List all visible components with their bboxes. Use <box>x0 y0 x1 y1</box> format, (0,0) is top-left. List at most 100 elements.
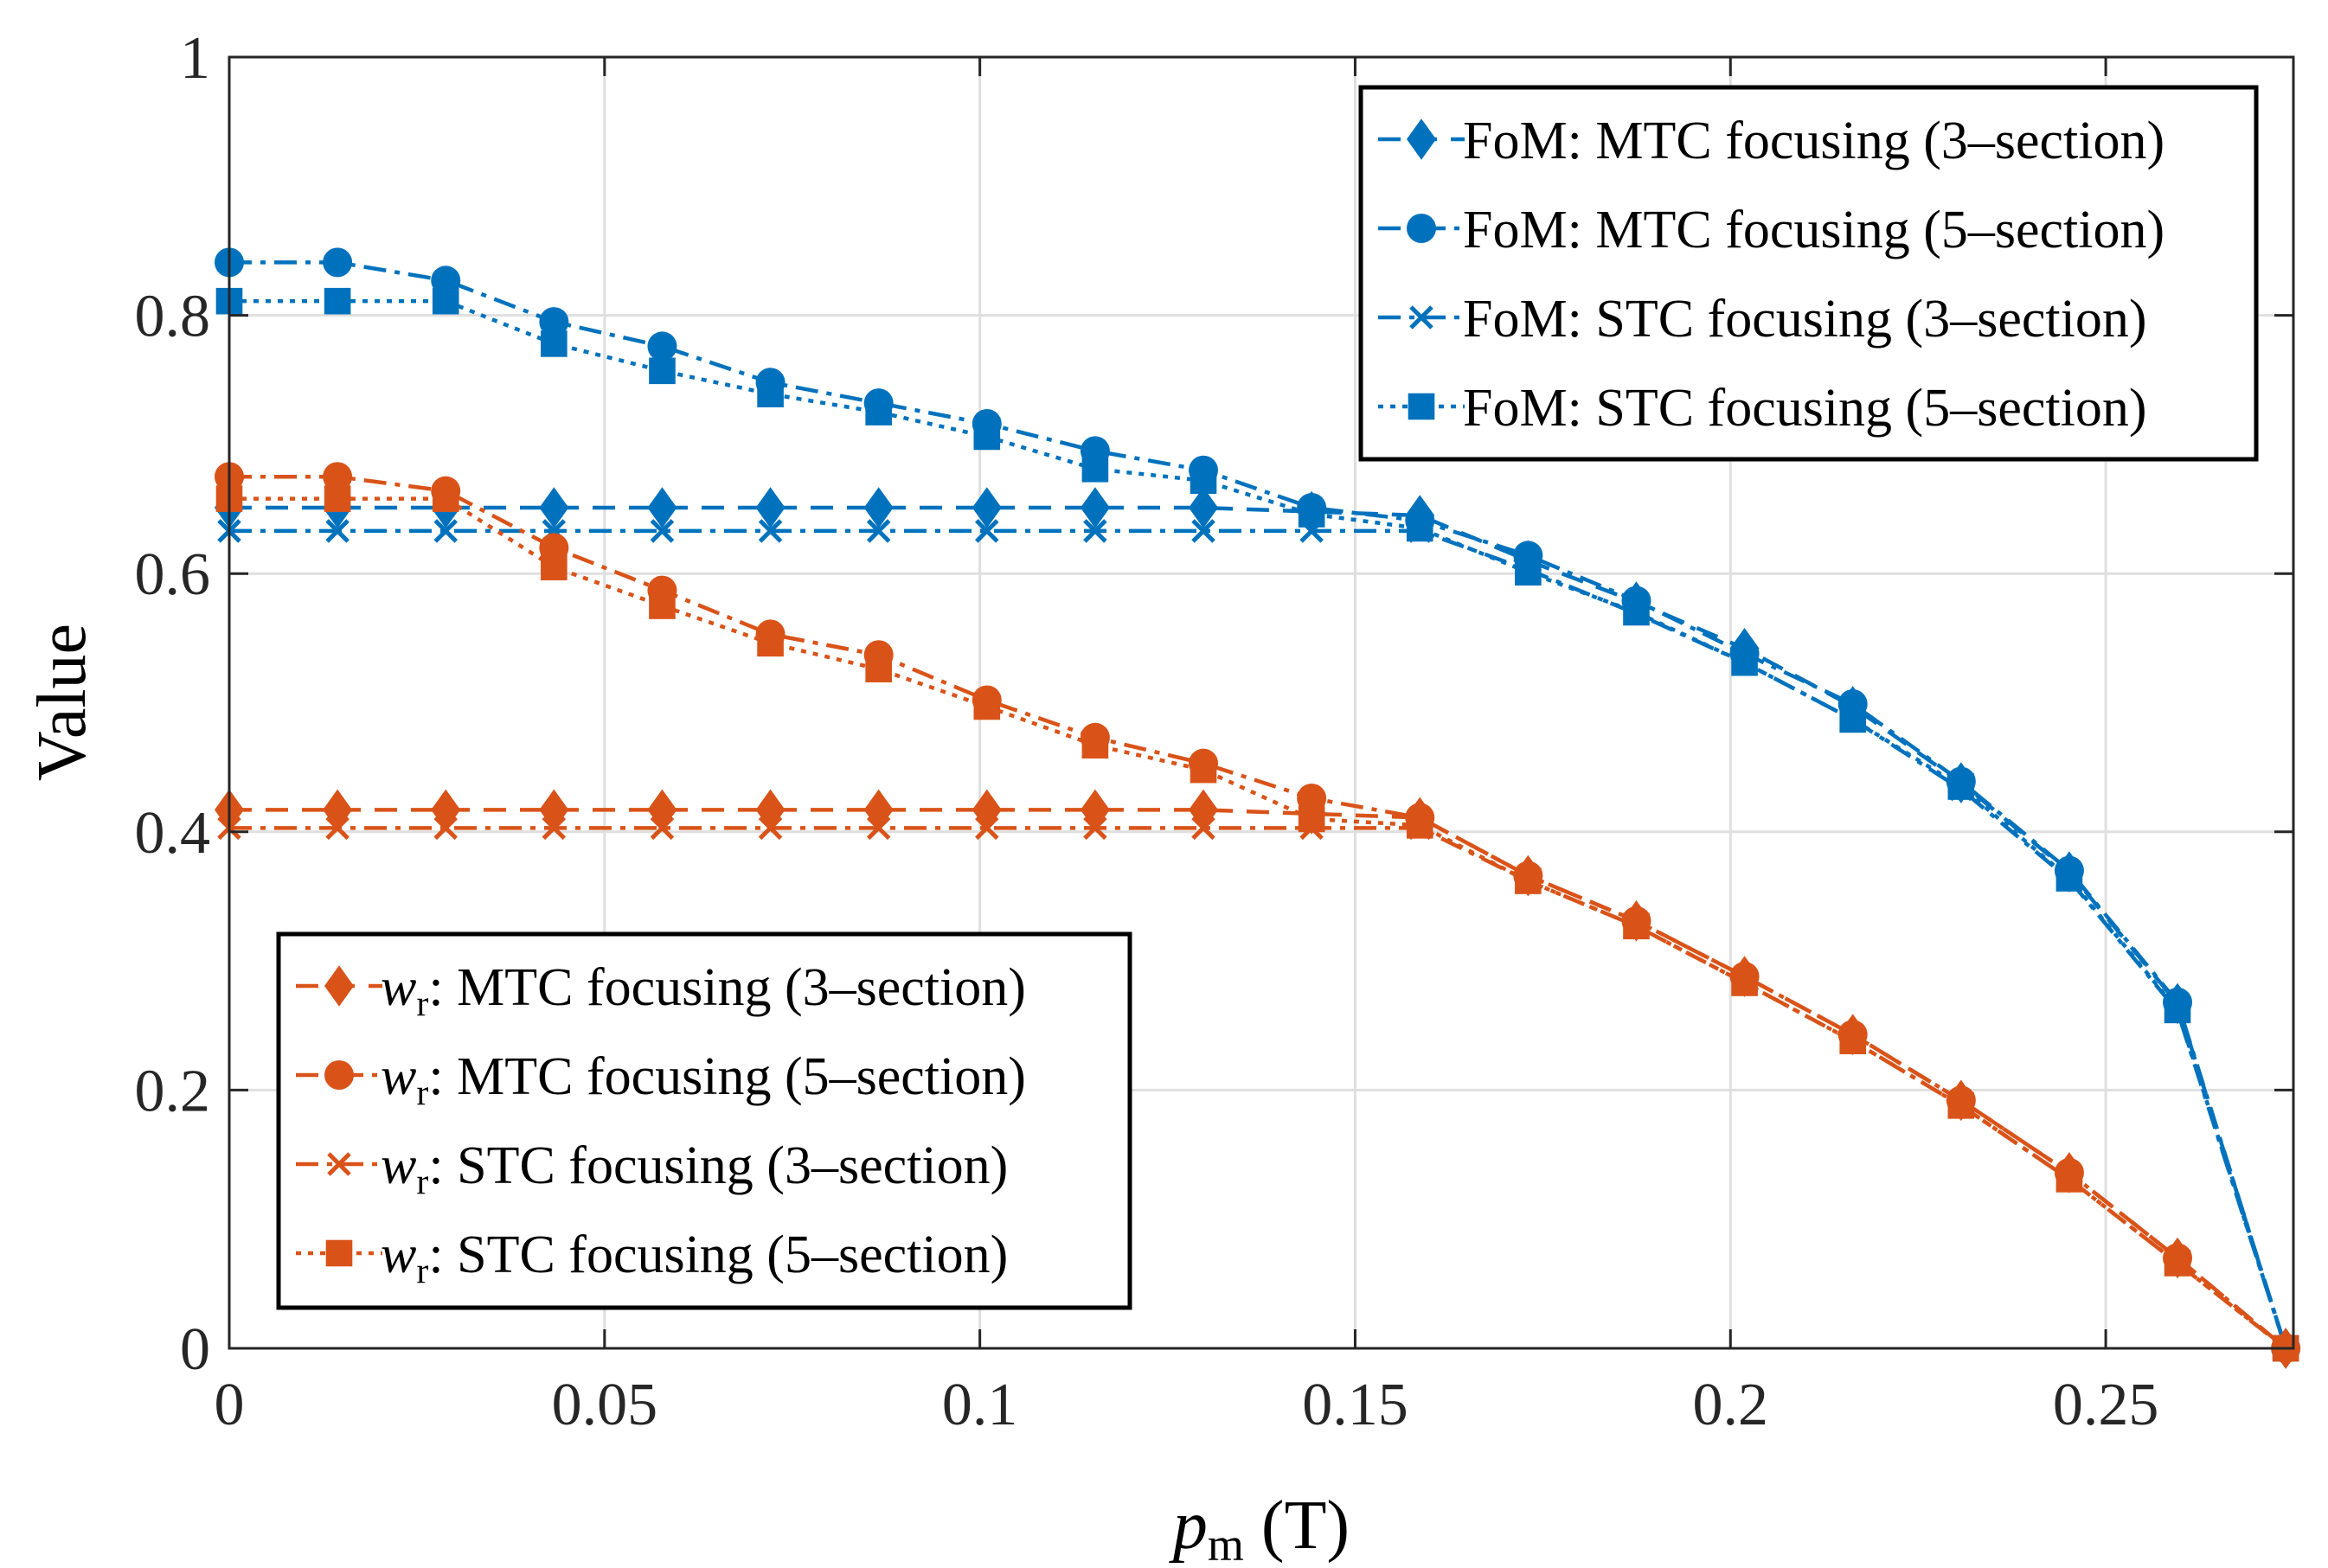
legend-box <box>1358 85 2259 462</box>
data-point-square <box>432 287 459 315</box>
data-point-square <box>2164 1250 2191 1277</box>
legend-item: FoM: MTC focusing (5–section) <box>1378 201 2164 259</box>
data-point-x <box>542 816 567 841</box>
data-point-diamond <box>1189 487 1219 528</box>
legend-label-text: : MTC focusing (5–section) <box>1568 201 2165 259</box>
x-axis-label-var: p <box>1169 1488 1208 1564</box>
data-point-square <box>865 399 892 426</box>
data-point-diamond <box>1189 789 1219 831</box>
data-point-square <box>973 423 1001 451</box>
x-tick-label: 0.05 <box>552 1372 658 1438</box>
data-point-diamond <box>972 789 1002 831</box>
legend-label-prefix: w <box>381 1226 416 1284</box>
data-point-square <box>1515 867 1542 894</box>
legend-label: FoM: STC focusing (5–section) <box>1463 379 2146 438</box>
data-point-square <box>2164 996 2191 1024</box>
y-tick-label: 0.2 <box>135 1058 211 1124</box>
legend-label-sub: r <box>416 984 428 1024</box>
legend-label-sub: r <box>416 1073 428 1113</box>
data-point-x <box>975 816 999 841</box>
legend-item: FoM: MTC focusing (3–section) <box>1378 112 2164 170</box>
legend-label-prefix: w <box>381 958 416 1017</box>
data-point-diamond <box>1080 487 1110 528</box>
data-point-x <box>758 816 783 841</box>
data-point-square <box>757 381 784 407</box>
data-point-square <box>1081 732 1109 759</box>
data-point-square <box>1406 515 1433 542</box>
legend-item: FoM: STC focusing (3–section) <box>1378 290 2146 349</box>
data-point-square <box>1623 598 1650 626</box>
data-point-square <box>432 485 459 512</box>
y-tick-label: 0 <box>180 1316 210 1383</box>
ticks: 0 0.05 0.1 0.15 0.2 0.25 0 0.2 0.4 0.6 0.8 1 <box>135 25 2293 1438</box>
legend-item: FoM: STC focusing (5–section) <box>1378 379 2146 438</box>
data-point-diamond <box>431 789 461 831</box>
data-point-x <box>433 816 458 841</box>
legend-marker-diamond <box>1407 118 1436 160</box>
data-point-square <box>1298 501 1325 528</box>
y-axis-label: Value <box>24 624 100 781</box>
legend-label-prefix: FoM <box>1463 112 1568 170</box>
data-point-square <box>649 357 676 385</box>
data-point-x <box>325 816 350 841</box>
data-point-square <box>973 693 1001 720</box>
data-point-diamond <box>647 487 677 528</box>
legend-label: FoM: STC focusing (3–section) <box>1463 290 2146 349</box>
data-point-x <box>650 519 675 543</box>
series-line <box>229 808 2287 1350</box>
data-point-square <box>1947 1092 1975 1119</box>
x-tick-label: 0 <box>215 1372 245 1438</box>
data-point-square <box>541 554 568 581</box>
data-point-x <box>1083 816 1107 841</box>
legend-item: wr: MTC focusing (3–section) <box>296 958 1026 1024</box>
legend-label-text: : MTC focusing (3–section) <box>428 958 1026 1017</box>
legend-label-sub: r <box>416 1162 428 1202</box>
legend-label: wr: STC focusing (3–section) <box>381 1136 1008 1202</box>
legend-marker-x <box>1409 305 1433 330</box>
y-tick-label: 0.4 <box>135 800 211 867</box>
data-point-circle <box>647 331 677 362</box>
series-fom-square <box>215 287 2299 1362</box>
data-point-x <box>650 816 675 841</box>
data-point-x <box>1191 816 1215 841</box>
legend-label-prefix: w <box>381 1047 416 1106</box>
x-tick-label: 0.1 <box>942 1372 1018 1438</box>
data-point-square <box>1731 970 1758 996</box>
data-point-square <box>2055 1166 2083 1193</box>
legend-label-text: : STC focusing (5–section) <box>428 1226 1008 1284</box>
y-tick-label: 0.6 <box>135 541 211 608</box>
legend-item: wr: STC focusing (5–section) <box>296 1226 1008 1291</box>
y-tick-label: 1 <box>180 25 210 92</box>
series-line <box>229 496 2287 1350</box>
data-point-square <box>1731 649 1758 676</box>
data-point-square <box>1190 467 1217 495</box>
series-wr-square <box>215 485 2299 1362</box>
data-point-circle <box>431 266 461 296</box>
legend-label: wr: MTC focusing (5–section) <box>381 1047 1026 1113</box>
legend-label-prefix: FoM <box>1463 379 1568 438</box>
data-point-square <box>2055 865 2083 892</box>
data-point-circle <box>323 247 353 278</box>
legend-marker-square <box>1408 393 1435 420</box>
data-point-square <box>541 330 568 357</box>
legend-label-text: : STC focusing (3–section) <box>1568 290 2147 349</box>
series-line <box>229 260 2288 1349</box>
data-point-square <box>865 656 892 682</box>
data-point-square <box>1947 773 1975 800</box>
data-point-x <box>758 519 783 543</box>
data-point-diamond <box>1080 789 1110 831</box>
data-point-square <box>1298 805 1325 833</box>
x-axis-label-unit: (T) <box>1244 1488 1350 1564</box>
legend-label: FoM: MTC focusing (5–section) <box>1463 201 2164 259</box>
legend-label: FoM: MTC focusing (3–section) <box>1463 112 2164 170</box>
legend-label-prefix: FoM <box>1463 290 1568 349</box>
legend-marker-circle <box>1407 214 1436 243</box>
legend-label-text: : STC focusing (5–section) <box>1568 379 2147 438</box>
data-point-circle <box>1297 783 1327 813</box>
data-point-x <box>1083 519 1107 543</box>
legends: FoM: MTC focusing (3–section)FoM: MTC fo… <box>276 85 2259 1310</box>
data-point-x <box>866 519 891 543</box>
legend-label-prefix: FoM <box>1463 201 1568 259</box>
data-point-square <box>1081 455 1109 483</box>
legend-item: wr: MTC focusing (5–section) <box>296 1047 1026 1113</box>
